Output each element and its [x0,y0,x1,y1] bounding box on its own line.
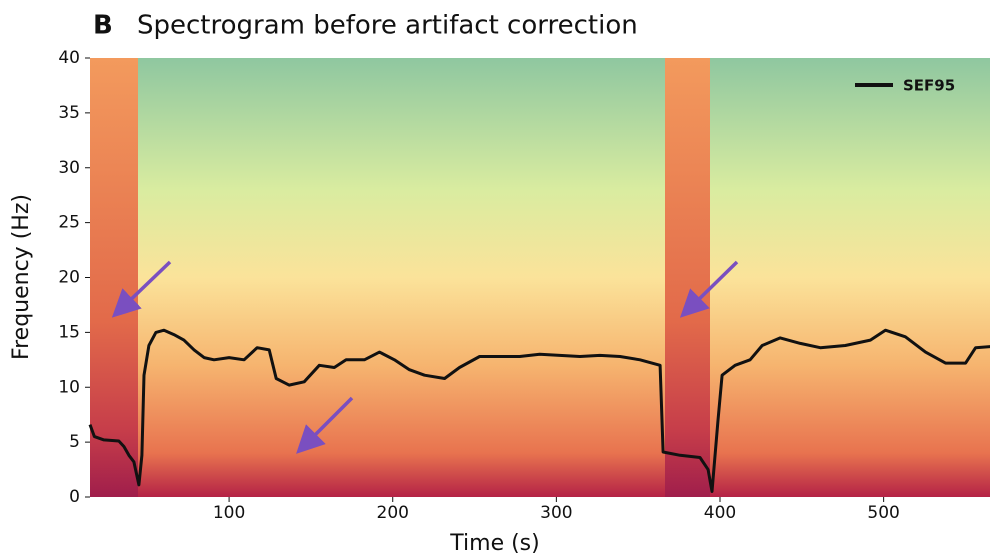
x-tick-label: 300 [540,503,572,523]
x-tick-label: 200 [377,503,409,523]
artifact-band [90,58,138,497]
y-tick-label: 35 [58,103,80,123]
spectrogram [90,58,990,497]
artifact-band [665,58,710,497]
y-tick-label: 20 [58,268,80,288]
y-axis-label: Frequency (Hz) [9,194,34,360]
x-tick-label: 400 [704,503,736,523]
legend-label: SEF95 [903,77,955,95]
panel-label: B [93,11,113,41]
arrows [111,260,739,454]
x-tick-label: 500 [867,503,899,523]
y-tick-label: 40 [58,48,80,68]
y-tick-label: 0 [69,487,80,507]
y-tick-label: 30 [58,158,80,178]
y-tick-label: 10 [58,377,80,397]
sef95-line [88,328,990,493]
y-tick-label: 15 [58,322,80,342]
y-tick-label: 5 [69,432,80,452]
x-tick-label: 100 [213,503,245,523]
x-axis-label: Time (s) [449,531,539,556]
chart-title: Spectrogram before artifact correction [137,11,638,41]
y-tick-label: 25 [58,213,80,233]
